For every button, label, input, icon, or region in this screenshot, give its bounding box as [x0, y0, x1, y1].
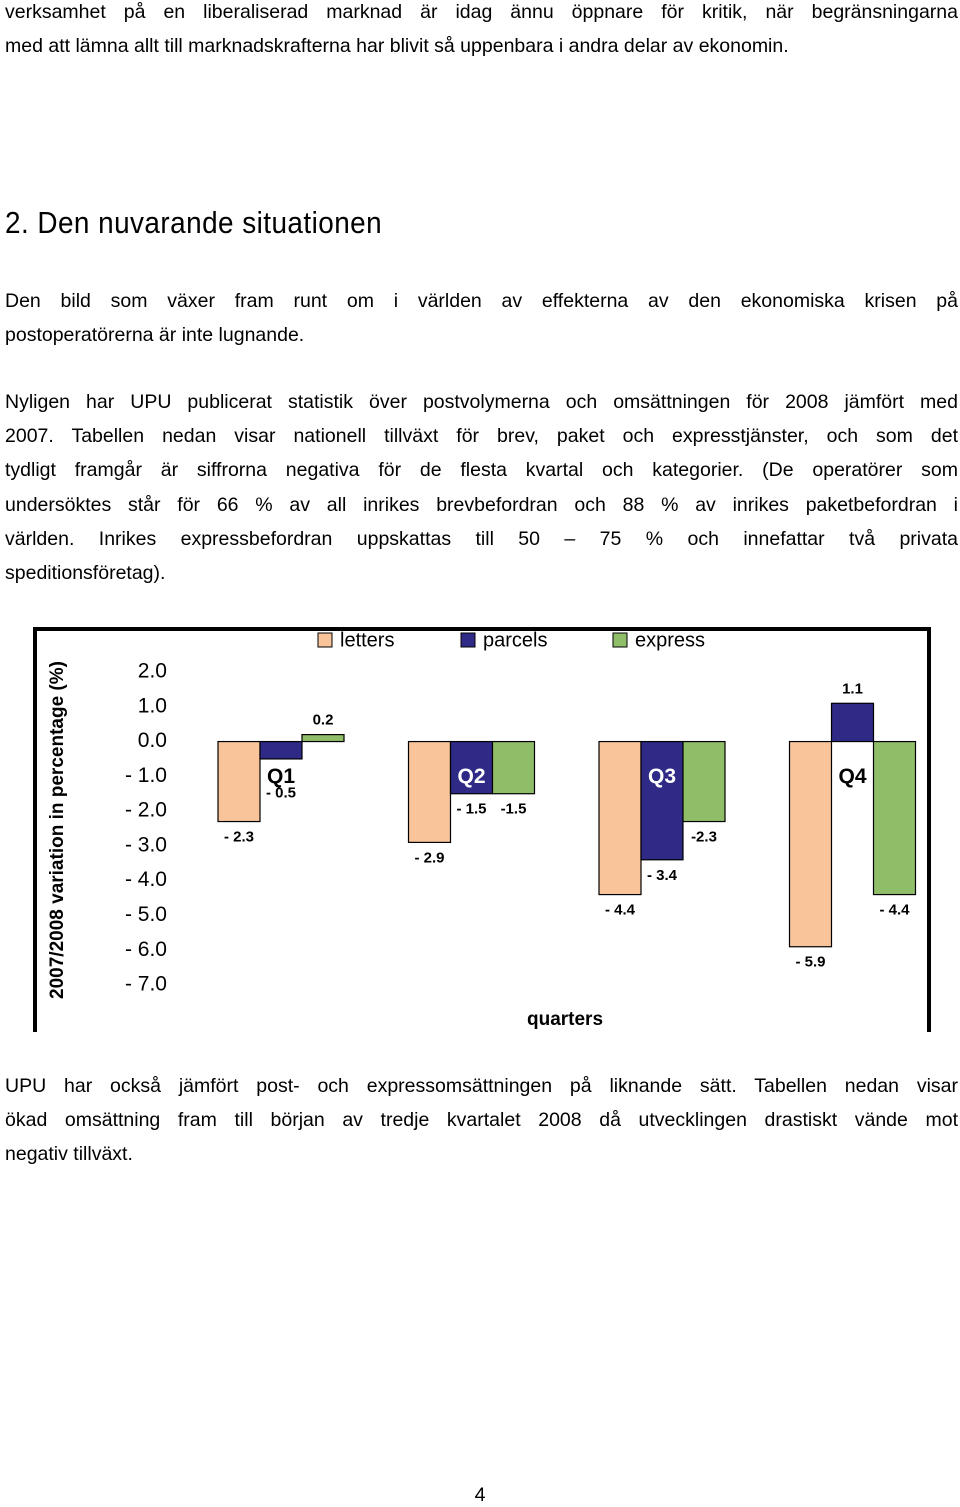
category-label: Q4 [838, 765, 866, 788]
text-line: Nyligen har UPU publicerat statistik öve… [5, 391, 958, 413]
value-label: - 5.9 [795, 954, 825, 971]
legend-swatch [460, 632, 476, 648]
bar [407, 740, 452, 844]
page-number: 4 [474, 1484, 486, 1506]
category-label: Q1 [267, 765, 295, 788]
text-line: ökad omsättning fram till början av tred… [5, 1109, 958, 1132]
y-tick-label: 1.0 [138, 694, 167, 717]
bar [217, 740, 261, 823]
value-label: -2.3 [691, 829, 717, 846]
text-line: UPU har också jämfört post- och expresso… [5, 1075, 958, 1097]
value-label: - 0.5 [266, 785, 296, 802]
bar [682, 740, 726, 823]
value-label: - 2.3 [224, 829, 254, 846]
y-tick-label: - 4.0 [125, 868, 167, 891]
legend-label: letters [340, 629, 394, 651]
bar [640, 740, 684, 861]
category-label: Q2 [457, 765, 485, 788]
value-label: - 1.5 [456, 801, 486, 818]
x-axis-label: quarters [527, 1009, 603, 1030]
paragraph: Den bild som växer fram runt om i världe… [5, 284, 958, 352]
text-line: verksamhet på en liberaliserad marknad ä… [5, 1, 958, 23]
bar [598, 740, 642, 896]
bar [301, 733, 345, 743]
bar [830, 702, 875, 743]
bar [872, 740, 917, 896]
y-tick-label: - 7.0 [125, 973, 167, 996]
y-tick-label: 2.0 [138, 660, 167, 683]
chart-frame [33, 627, 931, 1032]
text-line: tydligt framgår är siffrorna negativa fö… [5, 459, 958, 482]
text-line: undersöktes står för 66 % av all inrikes… [5, 493, 958, 516]
paragraph: Nyligen har UPU publicerat statistik öve… [5, 385, 958, 590]
value-label: - 2.9 [414, 849, 444, 866]
y-tick-label: - 6.0 [125, 938, 167, 961]
value-label: - 4.4 [879, 902, 910, 919]
y-tick-label: - 3.0 [125, 833, 167, 856]
value-label: 0.2 [313, 712, 334, 729]
text-line: speditionsföretag). [5, 562, 166, 585]
y-tick-label: - 2.0 [125, 799, 167, 822]
value-label: -1.5 [501, 801, 527, 818]
chart: 2007/2008 variation in percentage (%) qu… [33, 627, 931, 1032]
y-tick-label: - 5.0 [125, 903, 167, 926]
legend-swatch [612, 632, 628, 648]
text-line: postoperatörerna är inte lugnande. [5, 324, 305, 347]
legend-label: express [635, 629, 705, 651]
paragraph: UPU har också jämfört post- och expresso… [5, 1069, 958, 1172]
text-line: med att lämna allt till marknadskraftern… [5, 35, 789, 58]
legend-swatch [317, 632, 333, 648]
text-line: Den bild som växer fram runt om i världe… [5, 290, 958, 312]
text-line: världen. Inrikes expressbefordran uppska… [5, 527, 958, 550]
bar [491, 740, 536, 795]
y-axis-label: 2007/2008 variation in percentage (%) [47, 661, 68, 999]
value-label: 1.1 [842, 680, 863, 697]
text-line: 2007. Tabellen nedan visar nationell til… [5, 425, 958, 448]
legend-label: parcels [483, 629, 547, 651]
paragraph: verksamhet på en liberaliserad marknad ä… [5, 0, 958, 63]
bar [788, 740, 833, 948]
value-label: - 3.4 [647, 867, 678, 884]
value-label: - 4.4 [605, 902, 636, 919]
section-heading: 2. Den nuvarande situationen [5, 205, 383, 240]
y-tick-label: - 1.0 [125, 764, 167, 787]
text-line: negativ tillväxt. [5, 1143, 133, 1166]
bar [259, 740, 303, 760]
category-label: Q3 [648, 765, 676, 788]
y-tick-label: 0.0 [138, 729, 167, 752]
